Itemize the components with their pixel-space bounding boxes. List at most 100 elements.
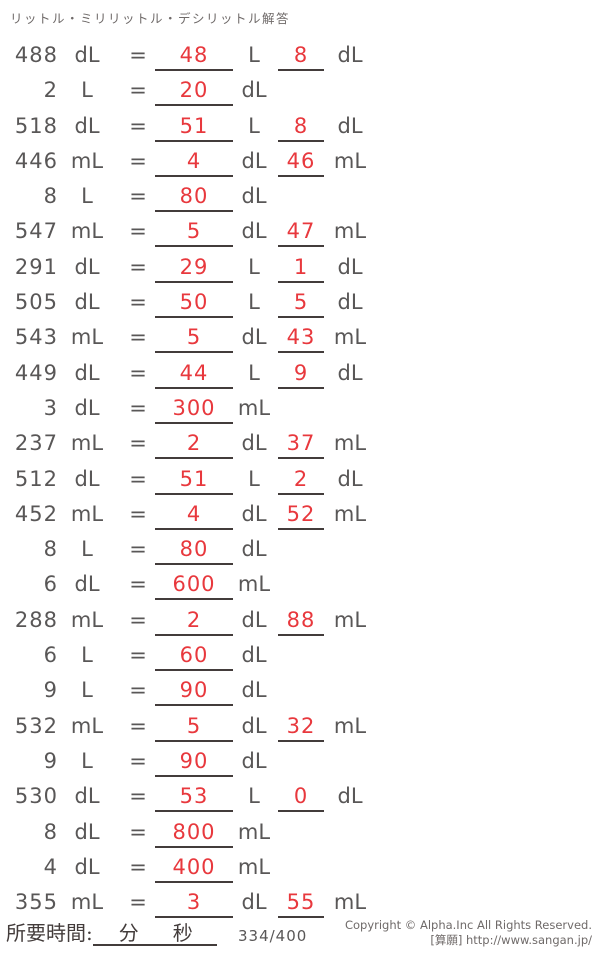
problem-value: 3 xyxy=(43,395,58,420)
answer1-blank: 44 xyxy=(155,360,233,389)
problem-unit: mL xyxy=(70,713,104,738)
problem-unit: dL xyxy=(74,784,100,809)
answer1-unit: mL xyxy=(237,854,271,879)
equals-sign: = xyxy=(129,784,147,809)
answer1-blank: 2 xyxy=(155,430,233,460)
time-field: 所要時間: 分 秒 xyxy=(6,920,217,946)
equals-sign: = xyxy=(129,395,147,420)
answer1-unit: dL xyxy=(241,148,267,173)
problem-row: 9 L = 90 dL xyxy=(0,748,600,783)
answer1-unit: dL xyxy=(241,431,267,456)
problem-row: 532 mL = 5 dL 32 mL xyxy=(0,713,600,748)
problem-row: 530 dL = 53 L 0 dL xyxy=(0,783,600,818)
answer1-blank: 2 xyxy=(155,607,233,636)
equals-sign: = xyxy=(129,325,147,350)
answer1-blank: 4 xyxy=(155,148,233,177)
answer1-unit: dL xyxy=(241,184,267,209)
equals-sign: = xyxy=(129,643,147,668)
problem-value: 6 xyxy=(43,572,58,597)
answer2-unit: dL xyxy=(337,43,363,67)
equals-sign: = xyxy=(129,148,147,173)
answer1-blank: 3 xyxy=(155,889,233,919)
answer1-unit: dL xyxy=(241,643,267,668)
answer2-blank: 32 xyxy=(278,713,324,742)
answer1-unit: dL xyxy=(241,890,267,915)
equals-sign: = xyxy=(129,678,147,703)
problem-value: 9 xyxy=(43,748,58,773)
answer2-unit: mL xyxy=(333,713,367,738)
answer1-unit: L xyxy=(248,466,260,491)
answer1-unit: L xyxy=(248,360,260,385)
problem-value: 355 xyxy=(14,890,58,915)
answer2-unit: mL xyxy=(333,325,367,350)
answer1-blank: 5 xyxy=(155,713,233,742)
problem-unit: mL xyxy=(70,890,104,915)
answer1-blank: 4 xyxy=(155,501,233,530)
answer1-blank: 90 xyxy=(155,748,233,777)
equals-sign: = xyxy=(129,113,147,138)
answer1-blank: 48 xyxy=(155,42,233,71)
problem-value: 505 xyxy=(14,290,58,315)
equals-sign: = xyxy=(129,713,147,738)
answer1-blank: 400 xyxy=(155,854,233,883)
problem-row: 6 L = 60 dL xyxy=(0,642,600,677)
problem-unit: dL xyxy=(74,360,100,385)
answer1-blank: 300 xyxy=(155,395,233,424)
problem-value: 446 xyxy=(14,148,58,173)
problem-unit: dL xyxy=(74,572,100,597)
answer2-unit: mL xyxy=(333,431,367,456)
answer2-blank: 8 xyxy=(278,42,324,71)
answer2-blank: 2 xyxy=(278,466,324,495)
answer1-blank: 80 xyxy=(155,183,233,213)
problem-row: 8 L = 80 dL xyxy=(0,183,600,218)
answer1-blank: 29 xyxy=(155,254,233,283)
answer2-unit: mL xyxy=(333,219,367,244)
answer1-unit: L xyxy=(248,254,260,279)
equals-sign: = xyxy=(129,572,147,597)
problem-unit: L xyxy=(81,748,93,773)
answer2-blank: 47 xyxy=(278,218,324,248)
problem-row: 6 dL = 600 mL xyxy=(0,571,600,606)
equals-sign: = xyxy=(129,537,147,562)
equals-sign: = xyxy=(129,219,147,244)
seconds-label: 秒 xyxy=(172,921,193,945)
problem-unit: L xyxy=(81,678,93,703)
problem-row: 452 mL = 4 dL 52 mL xyxy=(0,501,600,536)
problem-unit: dL xyxy=(74,254,100,279)
answer2-blank: 46 xyxy=(278,148,324,177)
answer2-blank: 8 xyxy=(278,113,324,142)
problem-row: 2 L = 20 dL xyxy=(0,77,600,112)
problem-row: 543 mL = 5 dL 43 mL xyxy=(0,324,600,359)
answer2-blank: 0 xyxy=(278,783,324,813)
equals-sign: = xyxy=(129,466,147,491)
answer2-blank: 52 xyxy=(278,501,324,530)
page-title: リットル・ミリリットル・デシリットル解答 xyxy=(10,11,291,26)
problem-unit: dL xyxy=(74,43,100,67)
answer1-blank: 5 xyxy=(155,324,233,354)
time-label: 所要時間: xyxy=(6,921,93,945)
problem-row: 547 mL = 5 dL 47 mL xyxy=(0,218,600,253)
equals-sign: = xyxy=(129,890,147,915)
problem-row: 9 L = 90 dL xyxy=(0,677,600,712)
copyright-line2: [算願] http://www.sangan.jp/ xyxy=(430,933,592,947)
equals-sign: = xyxy=(129,854,147,879)
problem-row: 505 dL = 50 L 5 dL xyxy=(0,289,600,324)
answer1-unit: L xyxy=(248,784,260,809)
problem-unit: L xyxy=(81,78,93,103)
answer1-unit: mL xyxy=(237,572,271,597)
problem-value: 543 xyxy=(14,325,58,350)
problem-value: 288 xyxy=(14,607,58,632)
answer1-unit: mL xyxy=(237,395,271,420)
answer1-unit: mL xyxy=(237,819,271,844)
equals-sign: = xyxy=(129,819,147,844)
answer2-blank: 43 xyxy=(278,324,324,354)
problem-value: 8 xyxy=(43,184,58,209)
answer2-blank: 9 xyxy=(278,360,324,389)
answer1-unit: dL xyxy=(241,537,267,562)
minutes-label: 分 xyxy=(118,921,139,945)
answer1-blank: 600 xyxy=(155,571,233,601)
answer1-blank: 5 xyxy=(155,218,233,248)
equals-sign: = xyxy=(129,748,147,773)
answer1-blank: 20 xyxy=(155,77,233,107)
answer1-blank: 800 xyxy=(155,819,233,848)
